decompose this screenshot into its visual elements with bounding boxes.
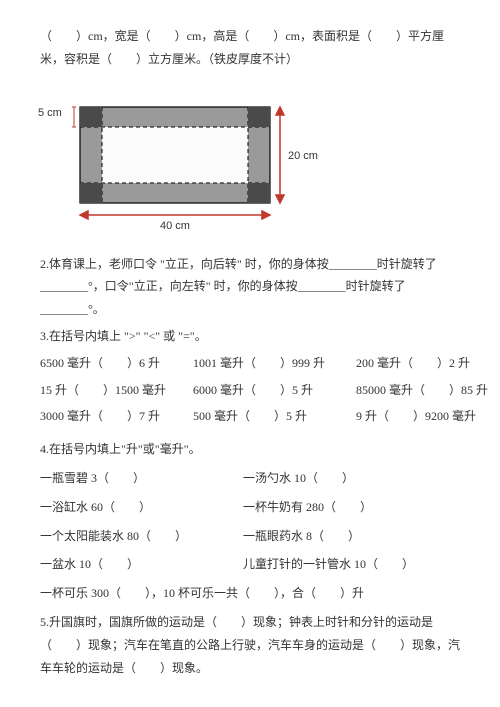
- q4-row: 一个太阳能装水 80（ ） 一瓶眼药水 8（ ）: [40, 525, 460, 548]
- label-5cm: 5 cm: [38, 103, 62, 124]
- diagram-svg: 20 cm 40 cm: [40, 85, 320, 235]
- label-20cm: 20 cm: [288, 150, 318, 162]
- q4-row: 一盆水 10（ ） 儿童打针的一针管水 10（ ）: [40, 553, 460, 576]
- q4-row: 一浴缸水 60（ ） 一杯牛奶有 280（ ）: [40, 496, 460, 519]
- q3-row: 6500 毫升（ ）6 升 1001 毫升（ ）999 升 200 毫升（ ）2…: [40, 352, 460, 375]
- q3-row: 3000 毫升（ ）7 升 500 毫升（ ）5 升 9 升（ ）9200 毫升: [40, 405, 460, 428]
- q4-row: 一瓶雪碧 3（ ） 一汤勺水 10（ ）: [40, 467, 460, 490]
- q4-title: 4.在括号内填上"升"或"毫升"。: [40, 438, 460, 461]
- q3-row: 15 升（ ）1500 毫升 6000 毫升（ ）5 升 85000 毫升（ ）…: [40, 379, 460, 402]
- label-40cm: 40 cm: [160, 220, 190, 232]
- q5-text: 5.升国旗时，国旗所做的运动是（ ）现象；钟表上时针和分针的运动是（ ）现象；汽…: [40, 611, 460, 679]
- q3-title: 3.在括号内填上 ">" "<" 或 "="。: [40, 325, 460, 348]
- q3-block: 3.在括号内填上 ">" "<" 或 "="。 6500 毫升（ ）6 升 10…: [40, 325, 460, 428]
- q1-text: （ ）cm，宽是（ ）cm，高是（ ）cm，表面积是（ ）平方厘米，容积是（ ）…: [40, 25, 460, 71]
- q2-text: 2.体育课上，老师口令 "立正，向后转" 时，你的身体按________时针旋转…: [40, 253, 460, 321]
- q4-block: 4.在括号内填上"升"或"毫升"。 一瓶雪碧 3（ ） 一汤勺水 10（ ） 一…: [40, 438, 460, 605]
- net-diagram: 5 cm 20 cm: [40, 85, 460, 235]
- q4-line6: 一杯可乐 300（ ），10 杯可乐一共（ ），合（ ）升: [40, 582, 460, 605]
